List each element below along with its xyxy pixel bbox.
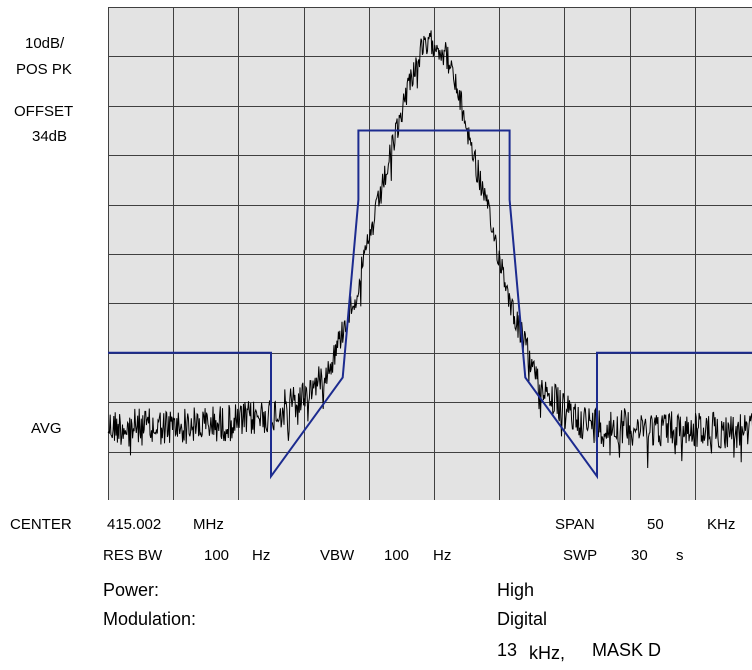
bandwidth-value: 13	[497, 640, 518, 660]
modulation-value: Digital	[497, 609, 548, 629]
scale-label: 10dB/	[25, 35, 65, 52]
vbw-unit: Hz	[433, 547, 452, 564]
rbw-value: 100	[204, 547, 230, 564]
power-label: Power:	[103, 580, 160, 600]
sweep-value: 30	[631, 547, 648, 564]
power-value: High	[497, 580, 535, 600]
center-frequency-unit: MHz	[193, 516, 224, 533]
center-label: CENTER	[10, 516, 72, 533]
spectrum-plot	[107, 7, 752, 500]
center-frequency-value: 415.002	[107, 516, 162, 533]
offset-label: OFFSET	[14, 103, 74, 120]
plot-background	[108, 7, 752, 500]
rbw-label: RES BW	[103, 547, 163, 564]
graticule	[108, 7, 752, 500]
avg-label: AVG	[31, 420, 62, 437]
vbw-label: VBW	[320, 547, 355, 564]
vbw-value: 100	[384, 547, 410, 564]
mask-name: MASK D	[592, 640, 662, 660]
spectrum-trace	[107, 30, 752, 469]
detector-label: POS PK	[16, 61, 72, 78]
emission-mask-line	[108, 129, 752, 480]
span-value: 50	[647, 516, 664, 533]
span-unit: KHz	[707, 516, 736, 533]
rbw-unit: Hz	[252, 547, 271, 564]
offset-value: 34dB	[32, 128, 68, 145]
sweep-label: SWP	[563, 547, 598, 564]
modulation-label: Modulation:	[103, 609, 197, 629]
span-label: SPAN	[555, 516, 595, 533]
bandwidth-unit: kHz,	[529, 643, 565, 663]
sweep-unit: s	[676, 547, 684, 564]
